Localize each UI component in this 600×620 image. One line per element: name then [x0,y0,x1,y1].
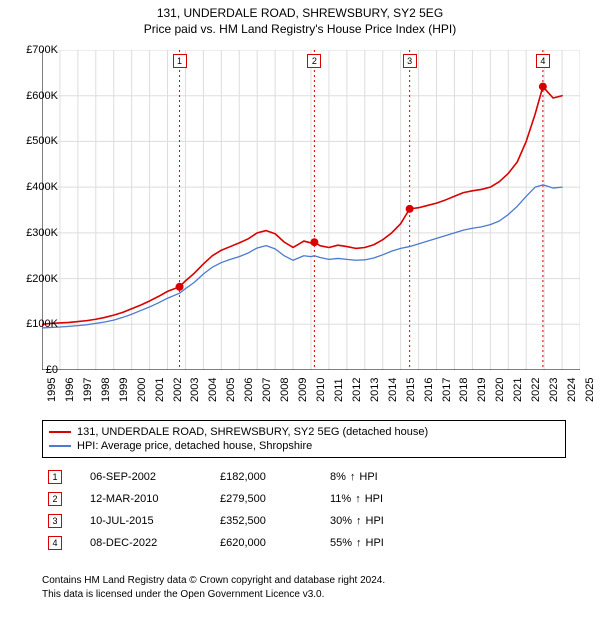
y-tick-label: £400K [26,181,58,193]
legend-swatch-red [49,431,71,433]
event-price: £182,000 [220,471,330,483]
x-tick-label: 2009 [297,378,309,402]
x-tick-label: 2011 [333,378,345,402]
event-num: 4 [48,536,62,550]
event-price: £620,000 [220,537,330,549]
event-row: 2 12-MAR-2010£279,50011% ↑ HPI [42,488,552,510]
x-tick-label: 2012 [351,378,363,402]
y-tick-label: £100K [26,318,58,330]
event-marker-4: 4 [536,54,550,68]
x-tick-label: 1996 [64,378,76,402]
x-tick-label: 1995 [46,378,58,402]
x-tick-label: 2015 [405,378,417,402]
event-diff: 11% ↑ HPI [330,493,440,505]
legend-box: 131, UNDERDALE ROAD, SHREWSBURY, SY2 5EG… [42,420,566,458]
event-num: 2 [48,492,62,506]
legend-item-blue: HPI: Average price, detached house, Shro… [49,439,559,453]
x-tick-label: 2022 [530,378,542,402]
x-tick-label: 2014 [387,378,399,402]
page-root: 131, UNDERDALE ROAD, SHREWSBURY, SY2 5EG… [0,0,600,620]
x-tick-label: 2007 [261,378,273,402]
x-tick-label: 2000 [136,378,148,402]
x-tick-label: 2008 [279,378,291,402]
legend-item-red: 131, UNDERDALE ROAD, SHREWSBURY, SY2 5EG… [49,425,559,439]
event-num: 3 [48,514,62,528]
x-tick-label: 2025 [584,378,596,402]
event-diff: 8% ↑ HPI [330,471,440,483]
page-title: 131, UNDERDALE ROAD, SHREWSBURY, SY2 5EG [0,0,600,20]
x-tick-label: 2018 [458,378,470,402]
x-tick-label: 1999 [118,378,130,402]
legend-label-red: 131, UNDERDALE ROAD, SHREWSBURY, SY2 5EG… [77,426,428,438]
y-tick-label: £200K [26,273,58,285]
y-tick-label: £700K [26,44,58,56]
event-date: 08-DEC-2022 [90,537,220,549]
y-tick-label: £500K [26,135,58,147]
event-row: 4 08-DEC-2022£620,00055% ↑ HPI [42,532,552,554]
price-chart [42,50,580,370]
event-diff: 30% ↑ HPI [330,515,440,527]
y-tick-label: £300K [26,227,58,239]
x-tick-label: 2002 [172,378,184,402]
legend-swatch-blue [49,445,71,447]
x-tick-label: 2017 [441,378,453,402]
arrow-up-icon: ↑ [356,538,362,549]
y-tick-label: £600K [26,90,58,102]
footer-attribution: Contains HM Land Registry data © Crown c… [42,574,385,601]
page-subtitle: Price paid vs. HM Land Registry's House … [0,20,600,36]
x-tick-label: 2004 [207,378,219,402]
event-date: 12-MAR-2010 [90,493,220,505]
x-tick-label: 2023 [548,378,560,402]
footer-line-1: Contains HM Land Registry data © Crown c… [42,574,385,588]
x-tick-label: 2020 [494,378,506,402]
event-marker-2: 2 [307,54,321,68]
x-tick-label: 2010 [315,378,327,402]
event-price: £352,500 [220,515,330,527]
event-row: 1 06-SEP-2002£182,0008% ↑ HPI [42,466,552,488]
event-diff: 55% ↑ HPI [330,537,440,549]
x-tick-label: 1997 [82,378,94,402]
footer-line-2: This data is licensed under the Open Gov… [42,588,385,602]
event-date: 10-JUL-2015 [90,515,220,527]
chart-svg [42,50,580,370]
event-price: £279,500 [220,493,330,505]
events-table: 1 06-SEP-2002£182,0008% ↑ HPI 2 12-MAR-2010… [42,466,552,554]
event-date: 06-SEP-2002 [90,471,220,483]
arrow-up-icon: ↑ [355,494,361,505]
event-num: 1 [48,470,62,484]
event-marker-1: 1 [173,54,187,68]
legend-label-blue: HPI: Average price, detached house, Shro… [77,440,312,452]
y-tick-label: £0 [46,364,58,376]
arrow-up-icon: ↑ [350,472,356,483]
x-tick-label: 2016 [423,378,435,402]
x-tick-label: 2005 [225,378,237,402]
x-tick-label: 2006 [243,378,255,402]
arrow-up-icon: ↑ [356,516,362,527]
x-tick-label: 2024 [566,378,578,402]
x-tick-label: 2003 [189,378,201,402]
event-marker-3: 3 [403,54,417,68]
event-row: 3 10-JUL-2015£352,50030% ↑ HPI [42,510,552,532]
x-tick-label: 2001 [154,378,166,402]
x-tick-label: 1998 [100,378,112,402]
x-tick-label: 2019 [476,378,488,402]
x-tick-label: 2013 [369,378,381,402]
x-tick-label: 2021 [512,378,524,402]
